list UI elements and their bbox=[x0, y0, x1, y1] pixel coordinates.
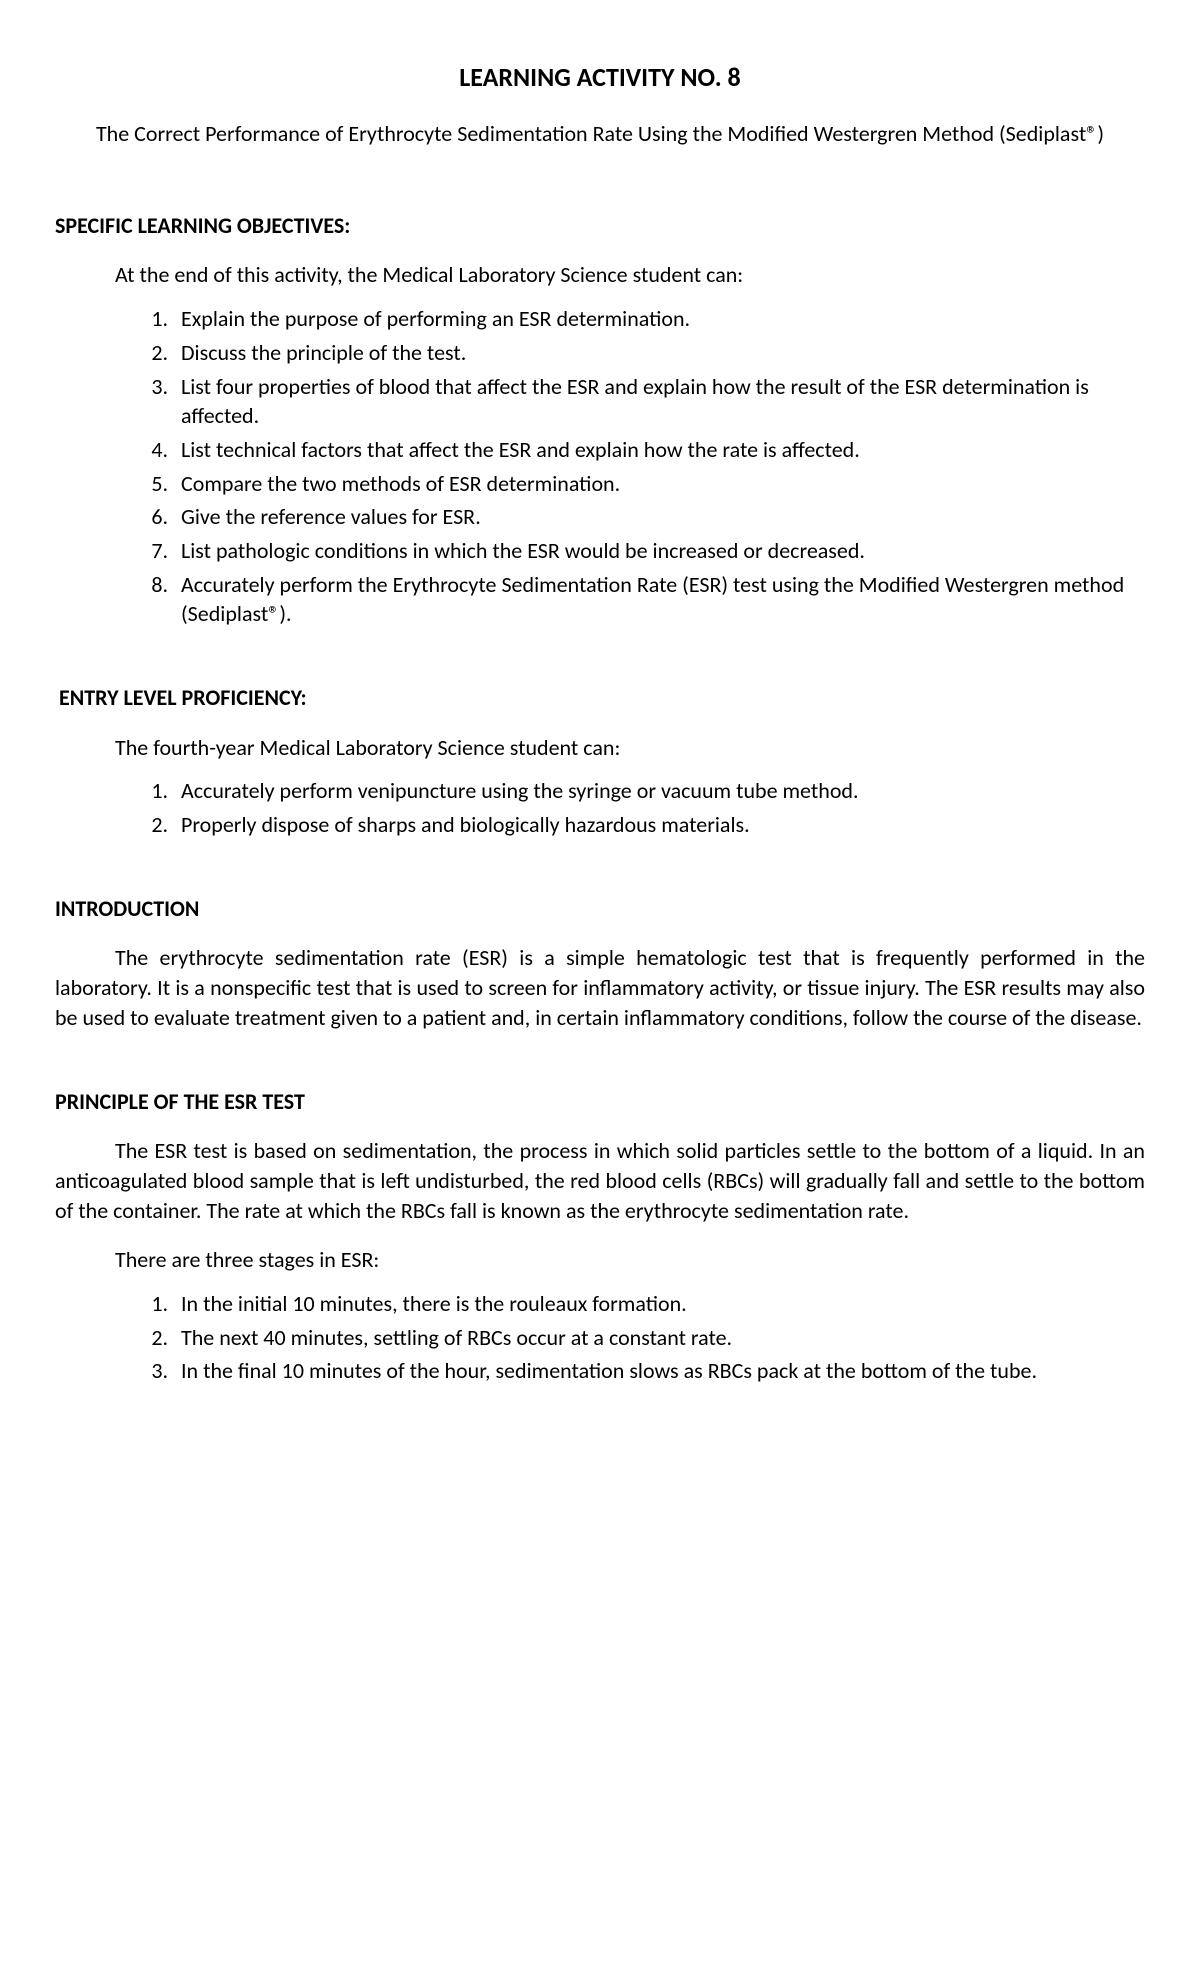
list-item: In the final 10 minutes of the hour, sed… bbox=[173, 1356, 1145, 1386]
document-subtitle: The Correct Performance of Erythrocyte S… bbox=[55, 119, 1145, 149]
list-item: Accurately perform the Erythrocyte Sedim… bbox=[173, 570, 1145, 629]
proficiency-section: ENTRY LEVEL PROFICIENCY: The fourth-year… bbox=[55, 683, 1145, 840]
objectives-intro: At the end of this activity, the Medical… bbox=[115, 260, 1145, 290]
stages-intro: There are three stages in ESR: bbox=[115, 1245, 1145, 1275]
proficiency-list: Accurately perform venipuncture using th… bbox=[155, 776, 1145, 839]
objectives-list: Explain the purpose of performing an ESR… bbox=[155, 304, 1145, 629]
introduction-section: INTRODUCTION The erythrocyte sedimentati… bbox=[55, 894, 1145, 1033]
list-item: Explain the purpose of performing an ESR… bbox=[173, 304, 1145, 334]
list-item: List four properties of blood that affec… bbox=[173, 372, 1145, 431]
objectives-heading: SPECIFIC LEARNING OBJECTIVES: bbox=[55, 211, 1145, 241]
principle-paragraph: The ESR test is based on sedimentation, … bbox=[55, 1136, 1145, 1225]
list-item: List technical factors that affect the E… bbox=[173, 435, 1145, 465]
introduction-paragraph: The erythrocyte sedimentation rate (ESR)… bbox=[55, 943, 1145, 1032]
list-item: Compare the two methods of ESR determina… bbox=[173, 469, 1145, 499]
principle-section: PRINCIPLE OF THE ESR TEST The ESR test i… bbox=[55, 1087, 1145, 1387]
proficiency-heading: ENTRY LEVEL PROFICIENCY: bbox=[59, 683, 1145, 713]
list-item: Properly dispose of sharps and biologica… bbox=[173, 810, 1145, 840]
principle-heading: PRINCIPLE OF THE ESR TEST bbox=[55, 1087, 1145, 1117]
document-title: LEARNING ACTIVITY NO. 8 bbox=[55, 60, 1145, 95]
list-item: The next 40 minutes, settling of RBCs oc… bbox=[173, 1323, 1145, 1353]
list-item: Discuss the principle of the test. bbox=[173, 338, 1145, 368]
list-item: Accurately perform venipuncture using th… bbox=[173, 776, 1145, 806]
proficiency-intro: The fourth-year Medical Laboratory Scien… bbox=[115, 733, 1145, 763]
introduction-heading: INTRODUCTION bbox=[55, 894, 1145, 924]
stages-list: In the initial 10 minutes, there is the … bbox=[155, 1289, 1145, 1386]
objectives-section: SPECIFIC LEARNING OBJECTIVES: At the end… bbox=[55, 211, 1145, 629]
list-item: In the initial 10 minutes, there is the … bbox=[173, 1289, 1145, 1319]
list-item: Give the reference values for ESR. bbox=[173, 502, 1145, 532]
list-item: List pathologic conditions in which the … bbox=[173, 536, 1145, 566]
